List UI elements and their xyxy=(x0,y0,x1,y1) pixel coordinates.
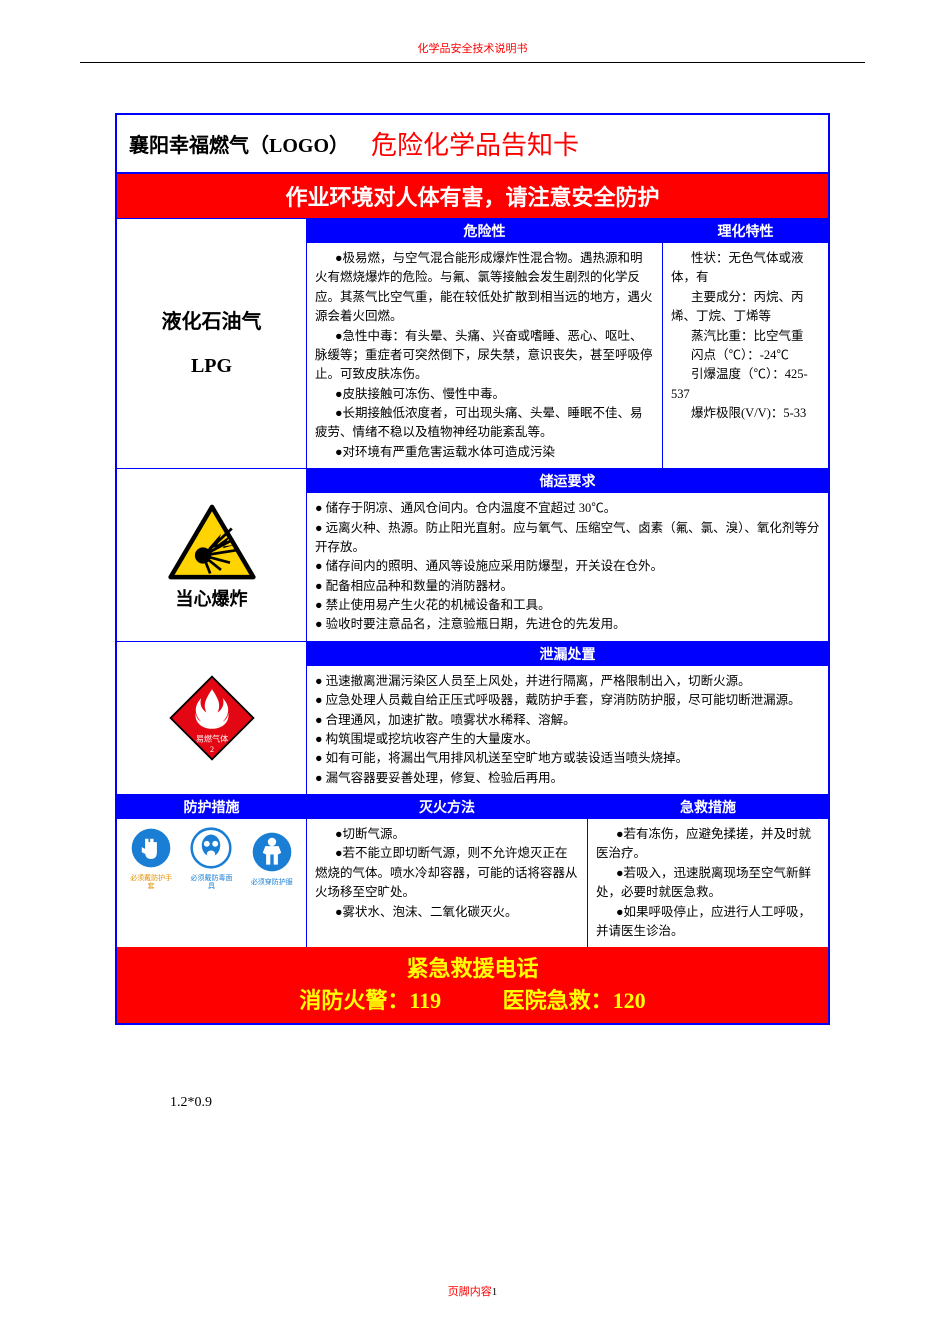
phys-p1: 性状：无色气体或液体，有 xyxy=(671,249,820,288)
leak-p5: ● 如有可能，将漏出气用排风机送至空旷地方或装设适当喷头烧掉。 xyxy=(315,749,820,768)
chemical-name-cell: 液化石油气 LPG xyxy=(117,219,307,468)
protect-column: 防护措施 必须戴防护手套 必须戴防毒面具 必须穿防护服 xyxy=(117,795,307,947)
emergency-hospital: 医院急救：120 xyxy=(503,988,646,1013)
phys-p3: 蒸汽比重：比空气重 xyxy=(671,327,820,346)
emergency-fire: 消防火警：119 xyxy=(299,988,441,1013)
firstaid-head: 急救措施 xyxy=(588,795,828,819)
fire-head: 灭火方法 xyxy=(307,795,587,819)
fa-p1: ●若有冻伤，应避免揉搓，并及时就医治疗。 xyxy=(596,825,820,864)
firstaid-body: ●若有冻伤，应避免揉搓，并及时就医治疗。 ●若吸入，迅速脱离现场至空气新鲜处，必… xyxy=(588,819,828,947)
dimension-note: 1.2*0.9 xyxy=(170,1095,945,1111)
explosion-warning-icon xyxy=(167,503,257,581)
firstaid-column: 急救措施 ●若有冻伤，应避免揉搓，并及时就医治疗。 ●若吸入，迅速脱离现场至空气… xyxy=(588,795,828,947)
hazard-p4: ●长期接触低浓度者，可出现头痛、头晕、睡眠不佳、易疲劳、情绪不稳以及植物神经功能… xyxy=(315,404,654,443)
hazard-body: ●极易燃，与空气混合能形成爆炸性混合物。遇热源和明火有燃烧爆炸的危险。与氟、氯等… xyxy=(307,243,662,468)
flammable-gas-icon: 易燃气体 2 xyxy=(167,673,257,763)
hazard-head: 危险性 xyxy=(307,219,662,243)
safety-card: 襄阳幸福燃气（LOGO） 危险化学品告知卡 作业环境对人体有害，请注意安全防护 … xyxy=(115,113,830,1025)
hazard-p3: ●皮肤接触可冻伤、慢性中毒。 xyxy=(315,385,654,404)
header-rule xyxy=(80,62,865,63)
hazard-p1: ●极易燃，与空气混合能形成爆炸性混合物。遇热源和明火有燃烧爆炸的危险。与氟、氯等… xyxy=(315,249,654,327)
page-number: 1 xyxy=(492,1286,498,1298)
phys-p5: 引爆温度（℃）：425-537 xyxy=(671,365,820,404)
warning-banner: 作业环境对人体有害，请注意安全防护 xyxy=(117,174,828,218)
fa-p2: ●若吸入，迅速脱离现场至空气新鲜处，必要时就医急救。 xyxy=(596,864,820,903)
fire-p1: ●切断气源。 xyxy=(315,825,579,844)
leak-p1: ● 迅速撤离泄漏污染区人员至上风处，并进行隔离，严格限制出入，切断火源。 xyxy=(315,672,820,691)
row-bottom: 防护措施 必须戴防护手套 必须戴防毒面具 必须穿防护服 灭火方法 ●切断气源 xyxy=(117,794,828,947)
hazard-p5: ●对环境有严重危害运载水体可造成污染 xyxy=(315,443,654,462)
protect-head: 防护措施 xyxy=(117,795,306,819)
ppe-glove-label: 必须戴防护手套 xyxy=(128,875,174,890)
emergency-title: 紧急救援电话 xyxy=(117,951,828,983)
flammable-text: 易燃气体 xyxy=(195,733,227,743)
fire-column: 灭火方法 ●切断气源。 ●若不能立即切断气源，则不允许熄灭正在燃烧的气体。喷水冷… xyxy=(307,795,588,947)
emergency-block: 紧急救援电话 消防火警：119 医院急救：120 xyxy=(117,947,828,1023)
leak-column: 泄漏处置 ● 迅速撤离泄漏污染区人员至上风处，并进行隔离，严格限制出入，切断火源… xyxy=(307,642,828,794)
leak-p2: ● 应急处理人员戴自给正压式呼吸器，戴防护手套，穿消防防护服，尽可能切断泄漏源。 xyxy=(315,691,820,710)
storage-body: ● 储存于阴凉、通风仓间内。仓内温度不宜超过 30℃。 ● 远离火种、热源。防止… xyxy=(307,493,828,641)
leak-body: ● 迅速撤离泄漏污染区人员至上风处，并进行隔离，严格限制出入，切断火源。 ● 应… xyxy=(307,666,828,794)
fire-p3: ●雾状水、泡沫、二氧化碳灭火。 xyxy=(315,903,579,922)
leak-head: 泄漏处置 xyxy=(307,642,828,666)
storage-column: 储运要求 ● 储存于阴凉、通风仓间内。仓内温度不宜超过 30℃。 ● 远离火种、… xyxy=(307,469,828,641)
hazard-p2: ●急性中毒：有头晕、头痛、兴奋或嗜睡、恶心、呕吐、脉缓等；重症者可突然倒下，尿失… xyxy=(315,327,654,385)
phys-p6: 爆炸极限(V/V)：5-33 xyxy=(671,404,820,423)
row-leak: 易燃气体 2 泄漏处置 ● 迅速撤离泄漏污染区人员至上风处，并进行隔离，严格限制… xyxy=(117,641,828,794)
fire-body: ●切断气源。 ●若不能立即切断气源，则不允许熄灭正在燃烧的气体。喷水冷却容器，可… xyxy=(307,819,587,928)
company-name: 襄阳幸福燃气（LOGO） xyxy=(129,129,349,158)
leak-p6: ● 漏气容器要妥善处理，修复、检验后再用。 xyxy=(315,769,820,788)
page-footer: 页脚内容1 xyxy=(0,1283,945,1299)
svg-text:2: 2 xyxy=(209,745,213,754)
chem-name-en: LPG xyxy=(191,344,232,388)
emergency-numbers: 消防火警：119 医院急救：120 xyxy=(117,983,828,1015)
physical-column: 理化特性 性状：无色气体或液体，有 主要成分：丙烷、丙烯、丁烷、丁烯等 蒸汽比重… xyxy=(663,219,828,468)
leak-p3: ● 合理通风，加速扩散。喷雾状水稀释、溶解。 xyxy=(315,711,820,730)
leak-p4: ● 构筑围堤或挖坑收容产生的大量废水。 xyxy=(315,730,820,749)
hazard-column: 危险性 ●极易燃，与空气混合能形成爆炸性混合物。遇热源和明火有燃烧爆炸的危险。与… xyxy=(307,219,663,468)
card-title: 危险化学品告知卡 xyxy=(371,125,579,162)
ppe-suit-label: 必须穿防护服 xyxy=(249,879,295,887)
explosion-label: 当心爆炸 xyxy=(176,585,248,611)
fa-p3: ●如果呼吸停止，应进行人工呼吸，并请医生诊治。 xyxy=(596,903,820,942)
physical-body: 性状：无色气体或液体，有 主要成分：丙烷、丙烯、丁烷、丁烯等 蒸汽比重：比空气重… xyxy=(663,243,828,429)
row-hazard-physical: 液化石油气 LPG 危险性 ●极易燃，与空气混合能形成爆炸性混合物。遇热源和明火… xyxy=(117,218,828,468)
storage-p6: ● 验收时要注意品名，注意验瓶日期，先进仓的先发用。 xyxy=(315,615,820,634)
ppe-mask: 必须戴防毒面具 xyxy=(188,827,234,890)
phys-p4: 闪点（℃）：-24℃ xyxy=(671,346,820,365)
storage-head: 储运要求 xyxy=(307,469,828,493)
fire-p2: ●若不能立即切断气源，则不允许熄灭正在燃烧的气体。喷水冷却容器，可能的话将容器从… xyxy=(315,844,579,902)
ppe-mask-label: 必须戴防毒面具 xyxy=(188,875,234,890)
chem-name-cn: 液化石油气 xyxy=(162,300,262,344)
storage-p1: ● 储存于阴凉、通风仓间内。仓内温度不宜超过 30℃。 xyxy=(315,499,820,518)
phys-p2: 主要成分：丙烷、丙烯、丁烷、丁烯等 xyxy=(671,288,820,327)
physical-head: 理化特性 xyxy=(663,219,828,243)
ppe-glove: 必须戴防护手套 xyxy=(128,827,174,890)
ppe-icons: 必须戴防护手套 必须戴防毒面具 必须穿防护服 xyxy=(117,819,306,892)
storage-p2: ● 远离火种、热源。防止阳光直射。应与氧气、压缩空气、卤素（氟、氯、溴）、氧化剂… xyxy=(315,519,820,558)
ppe-suit: 必须穿防护服 xyxy=(249,831,295,887)
storage-p3: ● 储存间内的照明、通风等设施应采用防爆型，开关设在仓外。 xyxy=(315,557,820,576)
row-storage: 当心爆炸 储运要求 ● 储存于阴凉、通风仓间内。仓内温度不宜超过 30℃。 ● … xyxy=(117,468,828,641)
doc-header: 化学品安全技术说明书 xyxy=(0,0,945,62)
footer-prefix: 页脚内容 xyxy=(448,1286,492,1298)
flammable-sign-cell: 易燃气体 2 xyxy=(117,642,307,794)
explosion-sign-cell: 当心爆炸 xyxy=(117,469,307,641)
title-row: 襄阳幸福燃气（LOGO） 危险化学品告知卡 xyxy=(117,115,828,174)
storage-p4: ● 配备相应品种和数量的消防器材。 xyxy=(315,577,820,596)
storage-p5: ● 禁止使用易产生火花的机械设备和工具。 xyxy=(315,596,820,615)
